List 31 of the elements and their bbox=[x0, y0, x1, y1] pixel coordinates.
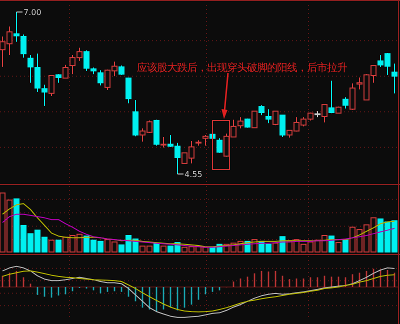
candlestick bbox=[252, 110, 258, 128]
candlestick bbox=[258, 104, 264, 116]
candlestick bbox=[126, 76, 132, 104]
bar bbox=[342, 240, 348, 252]
candlestick bbox=[328, 80, 334, 114]
candlestick bbox=[48, 74, 54, 96]
bar bbox=[160, 246, 166, 252]
candlestick bbox=[266, 108, 272, 124]
candlestick bbox=[350, 82, 356, 110]
candlestick bbox=[160, 136, 166, 148]
candlestick bbox=[342, 96, 348, 110]
annotation: 7.00 bbox=[24, 8, 42, 17]
bar bbox=[48, 240, 54, 252]
candlestick bbox=[272, 110, 278, 126]
bar bbox=[154, 242, 160, 252]
candlestick bbox=[98, 70, 104, 86]
bar bbox=[56, 240, 62, 252]
candlestick bbox=[202, 134, 208, 146]
candlestick bbox=[132, 99, 138, 137]
candlestick bbox=[392, 63, 398, 94]
candlestick bbox=[118, 65, 124, 76]
candlestick bbox=[238, 116, 244, 129]
bar bbox=[336, 242, 342, 252]
candlestick bbox=[84, 50, 90, 72]
candlestick bbox=[216, 138, 222, 154]
annotation: 4.55 bbox=[184, 170, 202, 179]
bar bbox=[272, 242, 278, 252]
candlestick bbox=[280, 114, 286, 138]
annotation: 应该股大跌后，出现穿头破脚的阳线，后市拉升 bbox=[137, 62, 347, 74]
candlestick bbox=[62, 64, 68, 79]
candlestick bbox=[154, 119, 160, 146]
